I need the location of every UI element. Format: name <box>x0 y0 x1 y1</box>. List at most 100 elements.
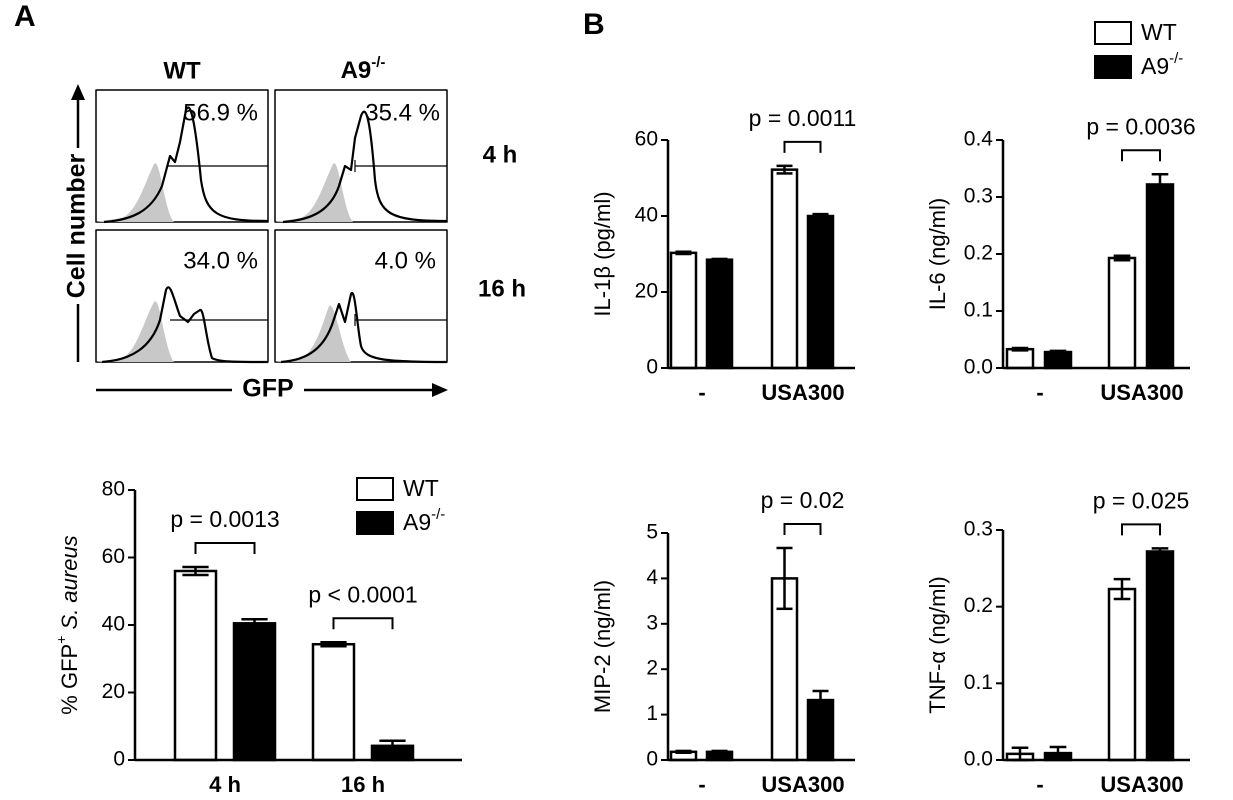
error-bar <box>1011 346 1029 352</box>
sample-histogram <box>103 106 269 224</box>
legend-label-main: A9 <box>403 509 431 535</box>
box <box>95 229 269 363</box>
error-bar <box>379 739 406 753</box>
y-tick-label: 0.3 <box>964 518 993 541</box>
bar <box>806 214 835 370</box>
y-tick-label: 3 <box>646 611 658 634</box>
error-bar <box>675 749 692 754</box>
histogram-box <box>95 89 269 224</box>
bar <box>770 168 799 370</box>
significance-bracket <box>783 140 822 153</box>
y-axis-label: MIP-2 (ng/ml) <box>590 580 615 713</box>
row-label: 4 h <box>483 141 518 168</box>
p-value: p < 0.0001 <box>308 581 417 607</box>
y-tick-label: 0 <box>113 748 125 771</box>
x-tick-label: 4 h <box>209 772 241 797</box>
x-tick-label: - <box>1036 772 1043 797</box>
sample-histogram <box>282 110 448 224</box>
error-bar <box>320 640 347 648</box>
y-axis-label: IL-6 (ng/ml) <box>925 198 950 310</box>
error-bar <box>675 250 692 256</box>
bar <box>1107 587 1137 762</box>
y-tick-label: 0 <box>646 356 658 379</box>
bar <box>669 251 698 370</box>
axis-label: GFP <box>242 375 293 403</box>
error-bar <box>1113 577 1131 601</box>
y-tick-label: 20 <box>635 280 658 303</box>
histogram-box <box>95 229 269 364</box>
error-bar <box>812 689 829 711</box>
legend-swatch <box>1094 55 1132 79</box>
y-tick-label: 60 <box>635 128 658 151</box>
y-tick-label: 0.0 <box>964 356 993 379</box>
y-tick-label: 40 <box>635 204 658 227</box>
y-axis-label: TNF-α (ng/ml) <box>925 576 950 713</box>
y-tick-label: 0.2 <box>964 594 993 617</box>
bar <box>1043 350 1073 370</box>
arrow-head <box>432 383 448 397</box>
histogram-box <box>274 89 448 224</box>
x-tick-label: 16 h <box>341 772 385 797</box>
x-tick-label: USA300 <box>761 772 844 797</box>
y-tick-label: 0.1 <box>964 671 993 694</box>
control-histogram <box>96 163 174 222</box>
error-bar <box>776 164 793 175</box>
p-value: p = 0.02 <box>761 487 845 513</box>
arrow-head <box>71 84 85 100</box>
bar <box>1005 347 1035 370</box>
bar <box>1145 183 1175 370</box>
percentage: 4.0 % <box>375 247 436 274</box>
bar <box>311 642 356 762</box>
legend-swatch <box>356 511 394 535</box>
p-value: p = 0.025 <box>1093 487 1190 513</box>
p-value: p = 0.0013 <box>170 506 279 532</box>
x-tick-label: USA300 <box>1100 380 1183 405</box>
box <box>95 89 269 223</box>
legend-label: WT <box>403 475 439 501</box>
control-histogram <box>275 305 351 362</box>
x-tick-label: - <box>698 772 705 797</box>
control-histogram <box>96 301 174 362</box>
legend-label: A9-/- <box>403 506 445 535</box>
y-tick-label: 0.1 <box>964 299 993 322</box>
box <box>274 89 448 223</box>
percentage: 56.9 % <box>183 99 258 126</box>
label-background <box>64 148 92 304</box>
significance-bracket <box>332 617 394 630</box>
legend-swatch <box>1094 21 1132 45</box>
y-axis-label: IL-1β (pg/ml) <box>590 191 615 316</box>
legend-label-main: WT <box>403 475 439 501</box>
error-bar <box>1151 172 1169 196</box>
error-bar <box>182 565 209 577</box>
column-label: WT <box>163 57 201 84</box>
percentage: 35.4 % <box>365 99 440 126</box>
error-bar <box>812 212 829 220</box>
sample-histogram <box>280 291 448 364</box>
error-bar <box>1151 547 1169 556</box>
p-value: p = 0.0036 <box>1086 113 1195 139</box>
legend-label: WT <box>1141 19 1177 45</box>
significance-bracket <box>1121 149 1161 162</box>
column-label: A9-/- <box>341 54 386 84</box>
control-histogram <box>275 163 353 222</box>
y-tick-label: 2 <box>646 657 658 680</box>
y-tick-label: 5 <box>646 521 658 544</box>
y-tick-label: 1 <box>646 702 658 725</box>
column-label-sup: -/- <box>371 54 385 71</box>
x-tick-label: USA300 <box>1100 772 1183 797</box>
column-label-main: A9 <box>341 57 372 84</box>
x-tick-label: USA300 <box>761 380 844 405</box>
sample-histogram <box>101 286 269 364</box>
legend-label-sup: -/- <box>431 506 445 523</box>
y-axis-label: % GFP+ S. aureus <box>53 535 82 714</box>
axis-label: Cell number <box>63 154 91 299</box>
y-tick-label: 20 <box>102 680 125 703</box>
y-tick-label: 80 <box>102 478 125 501</box>
significance-bracket <box>194 541 256 554</box>
legend-label-sup: -/- <box>1169 50 1183 67</box>
bar <box>1107 256 1137 370</box>
histogram-box <box>274 229 448 364</box>
error-bar <box>1113 254 1131 262</box>
percentage: 34.0 % <box>183 247 258 274</box>
y-tick-label: 0.0 <box>964 748 993 771</box>
